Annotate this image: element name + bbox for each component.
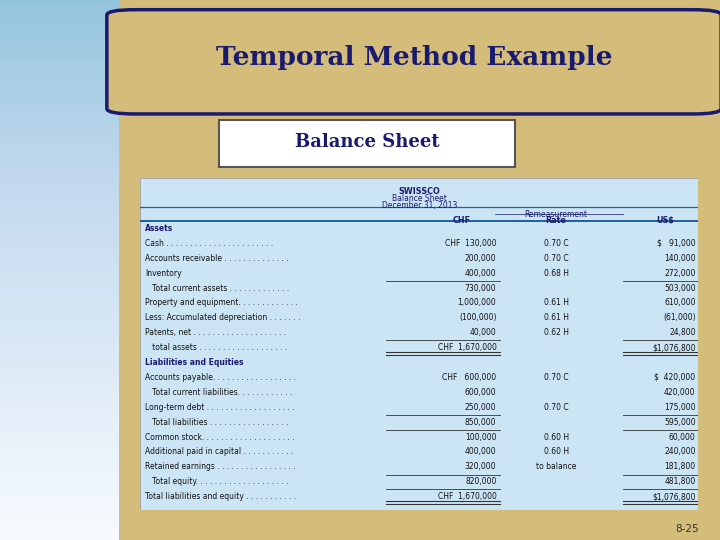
Text: Retained earnings . . . . . . . . . . . . . . . . .: Retained earnings . . . . . . . . . . . … bbox=[145, 462, 295, 471]
Text: CHF  1,670,000: CHF 1,670,000 bbox=[438, 343, 496, 352]
Text: 0.60 H: 0.60 H bbox=[544, 433, 569, 442]
Text: 0.70 C: 0.70 C bbox=[544, 239, 568, 248]
Text: 140,000: 140,000 bbox=[664, 254, 696, 263]
Text: 100,000: 100,000 bbox=[465, 433, 496, 442]
Text: 0.68 H: 0.68 H bbox=[544, 269, 569, 278]
Text: 850,000: 850,000 bbox=[465, 417, 496, 427]
Text: Common stock. . . . . . . . . . . . . . . . . . . .: Common stock. . . . . . . . . . . . . . … bbox=[145, 433, 294, 442]
Text: 820,000: 820,000 bbox=[465, 477, 496, 486]
Text: 400,000: 400,000 bbox=[465, 269, 496, 278]
Text: Total current assets . . . . . . . . . . . . .: Total current assets . . . . . . . . . .… bbox=[145, 284, 289, 293]
FancyBboxPatch shape bbox=[107, 10, 720, 114]
Text: CHF  1,670,000: CHF 1,670,000 bbox=[438, 492, 496, 501]
Text: 200,000: 200,000 bbox=[465, 254, 496, 263]
Text: 8-25: 8-25 bbox=[675, 523, 698, 534]
Text: Balance Sheet: Balance Sheet bbox=[392, 194, 447, 204]
Text: 175,000: 175,000 bbox=[664, 403, 696, 411]
Text: 730,000: 730,000 bbox=[465, 284, 496, 293]
Text: Total current liabilities. . . . . . . . . . . .: Total current liabilities. . . . . . . .… bbox=[145, 388, 292, 397]
Text: (100,000): (100,000) bbox=[459, 313, 496, 322]
Text: 610,000: 610,000 bbox=[664, 299, 696, 307]
Text: $  420,000: $ 420,000 bbox=[654, 373, 696, 382]
Text: 0.70 C: 0.70 C bbox=[544, 254, 568, 263]
Text: CHF   600,000: CHF 600,000 bbox=[442, 373, 496, 382]
Text: Property and equipment. . . . . . . . . . . . .: Property and equipment. . . . . . . . . … bbox=[145, 299, 297, 307]
Text: 503,000: 503,000 bbox=[664, 284, 696, 293]
Text: US$: US$ bbox=[656, 215, 674, 225]
Text: 320,000: 320,000 bbox=[465, 462, 496, 471]
Text: 0.61 H: 0.61 H bbox=[544, 313, 569, 322]
Text: 481,800: 481,800 bbox=[665, 477, 696, 486]
Text: 240,000: 240,000 bbox=[664, 448, 696, 456]
Text: Cash . . . . . . . . . . . . . . . . . . . . . . .: Cash . . . . . . . . . . . . . . . . . .… bbox=[145, 239, 273, 248]
Text: 250,000: 250,000 bbox=[465, 403, 496, 411]
Text: Patents, net . . . . . . . . . . . . . . . . . . . .: Patents, net . . . . . . . . . . . . . .… bbox=[145, 328, 286, 338]
Text: 420,000: 420,000 bbox=[664, 388, 696, 397]
Text: Accounts receivable . . . . . . . . . . . . . .: Accounts receivable . . . . . . . . . . … bbox=[145, 254, 289, 263]
Text: CHF  130,000: CHF 130,000 bbox=[445, 239, 496, 248]
Text: Accounts payable. . . . . . . . . . . . . . . . . .: Accounts payable. . . . . . . . . . . . … bbox=[145, 373, 296, 382]
Text: 400,000: 400,000 bbox=[465, 448, 496, 456]
Text: 0.60 H: 0.60 H bbox=[544, 448, 569, 456]
Text: Total liabilities . . . . . . . . . . . . . . . . .: Total liabilities . . . . . . . . . . . … bbox=[145, 417, 288, 427]
Text: Additional paid in capital . . . . . . . . . . .: Additional paid in capital . . . . . . .… bbox=[145, 448, 293, 456]
Text: 60,000: 60,000 bbox=[669, 433, 696, 442]
Text: Inventory: Inventory bbox=[145, 269, 181, 278]
Text: Less: Accumulated depreciation . . . . . . .: Less: Accumulated depreciation . . . . .… bbox=[145, 313, 300, 322]
Text: $1,076,800: $1,076,800 bbox=[652, 343, 696, 352]
Text: 40,000: 40,000 bbox=[469, 328, 496, 338]
Text: $1,076,800: $1,076,800 bbox=[652, 492, 696, 501]
Text: to balance: to balance bbox=[536, 462, 576, 471]
Text: Assets: Assets bbox=[145, 224, 173, 233]
Text: 600,000: 600,000 bbox=[465, 388, 496, 397]
Text: 24,800: 24,800 bbox=[669, 328, 696, 338]
Text: Long-term debt . . . . . . . . . . . . . . . . . . .: Long-term debt . . . . . . . . . . . . .… bbox=[145, 403, 294, 411]
Text: total assets . . . . . . . . . . . . . . . . . . .: total assets . . . . . . . . . . . . . .… bbox=[145, 343, 287, 352]
Text: (61,000): (61,000) bbox=[663, 313, 696, 322]
Text: Liabilities and Equities: Liabilities and Equities bbox=[145, 358, 243, 367]
Text: 272,000: 272,000 bbox=[665, 269, 696, 278]
Text: Temporal Method Example: Temporal Method Example bbox=[216, 45, 612, 70]
Text: Total equity. . . . . . . . . . . . . . . . . . . .: Total equity. . . . . . . . . . . . . . … bbox=[145, 477, 288, 486]
Text: 0.61 H: 0.61 H bbox=[544, 299, 569, 307]
Text: 0.70 C: 0.70 C bbox=[544, 373, 568, 382]
Text: December 31, 2013: December 31, 2013 bbox=[382, 201, 457, 210]
Text: Balance Sheet: Balance Sheet bbox=[295, 132, 439, 151]
Text: 181,800: 181,800 bbox=[665, 462, 696, 471]
Text: SWISSCO: SWISSCO bbox=[399, 187, 440, 197]
Text: CHF: CHF bbox=[452, 215, 470, 225]
Text: 1,000,000: 1,000,000 bbox=[458, 299, 496, 307]
Text: Rate: Rate bbox=[546, 215, 567, 225]
Text: 595,000: 595,000 bbox=[664, 417, 696, 427]
Text: Total liabilities and equity . . . . . . . . . . .: Total liabilities and equity . . . . . .… bbox=[145, 492, 296, 501]
Text: 0.70 C: 0.70 C bbox=[544, 403, 568, 411]
Text: 0.62 H: 0.62 H bbox=[544, 328, 569, 338]
Text: $   91,000: $ 91,000 bbox=[657, 239, 696, 248]
Text: Remeasurement: Remeasurement bbox=[525, 210, 588, 219]
